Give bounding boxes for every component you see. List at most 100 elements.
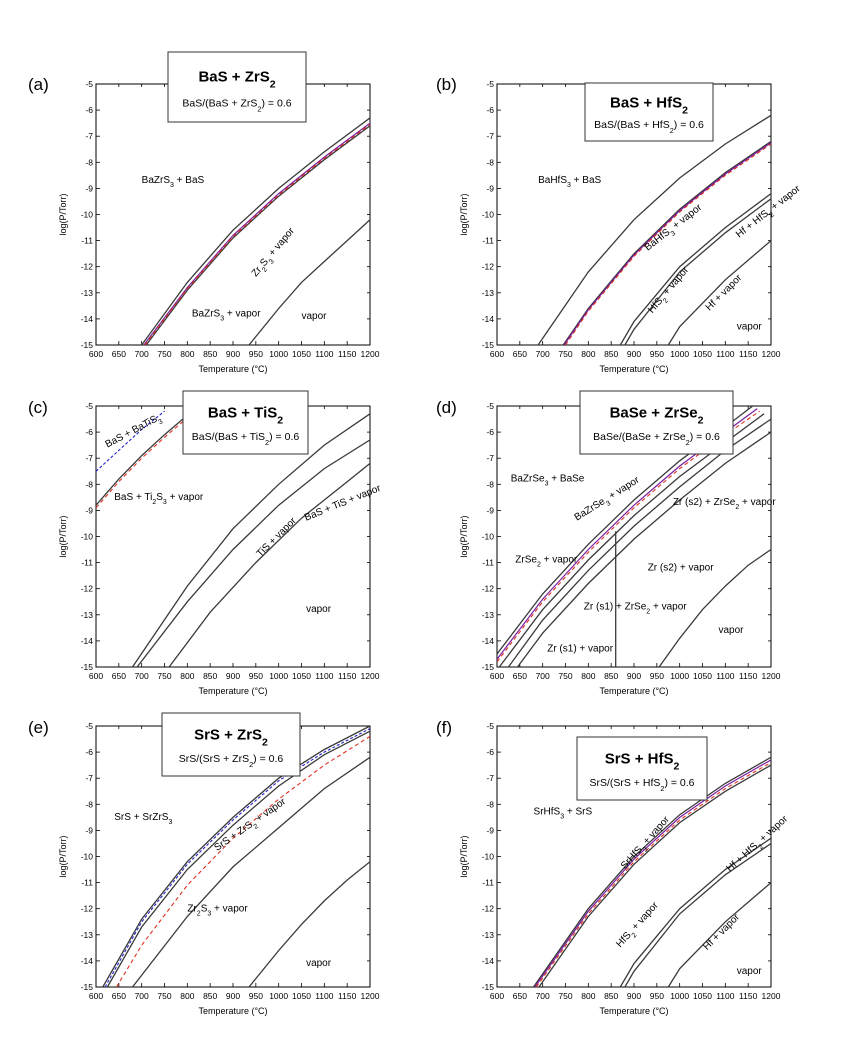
x-tick-label: 800 — [581, 991, 595, 1001]
y-tick-label: -8 — [486, 799, 494, 809]
y-tick-label: -12 — [81, 262, 94, 272]
x-tick-label: 1000 — [670, 991, 689, 1001]
x-tick-label: 1200 — [762, 991, 781, 1001]
x-tick-label: 900 — [627, 349, 641, 359]
x-tick-label: 1150 — [338, 991, 357, 1001]
region-label: Zr (s2) + vapor — [648, 562, 715, 573]
y-tick-label: -11 — [81, 878, 93, 888]
x-tick-label: 1000 — [269, 349, 288, 359]
y-axis-label: log(P/Torr) — [58, 835, 68, 877]
panel-a: (a) -15 -14 -13 -12 -11 -10 -9 -8 -7 -6 -5 600 650 700… — [28, 51, 380, 374]
panel-f: (f) -15 -14 -13 -12 -11 -10 -9 -8 -7 -6 -5 600 650 700… — [436, 718, 791, 1016]
y-tick-label: -5 — [486, 401, 494, 411]
y-tick-label: -8 — [486, 479, 494, 489]
y-tick-label: -14 — [81, 636, 94, 646]
x-tick-label: 800 — [180, 349, 194, 359]
series-line-black — [96, 418, 184, 506]
y-tick-label: -8 — [486, 157, 494, 167]
series-line-black — [168, 462, 370, 667]
region-label: vapor — [306, 604, 332, 615]
chart-title: BaS + TiS2 — [208, 404, 283, 426]
region-label: vapor — [737, 966, 763, 977]
title-box — [167, 51, 307, 123]
region-label: ZrSe2 + vapor — [515, 555, 578, 569]
region-label: vapor — [718, 625, 744, 636]
series-line-black — [532, 756, 771, 987]
y-tick-label: -7 — [85, 773, 93, 783]
y-tick-label: -8 — [85, 157, 93, 167]
region-label: BaS + Ti2S3 + vapor — [114, 492, 204, 506]
region-label: Hf + vapor — [704, 272, 745, 313]
series-group — [537, 114, 771, 345]
panel-label: (a) — [28, 75, 49, 94]
y-tick-label: -12 — [81, 904, 94, 914]
x-tick-label: 650 — [513, 349, 527, 359]
x-axis-label: Temperature (°C) — [198, 364, 267, 374]
series-line-black — [619, 193, 771, 345]
x-tick-label: 1150 — [739, 991, 758, 1001]
chart-title: SrS + ZrS2 — [194, 726, 268, 748]
y-tick-label: -11 — [482, 878, 494, 888]
y-tick-label: -8 — [85, 479, 93, 489]
y-tick-label: -15 — [81, 662, 94, 672]
y-tick-label: -12 — [482, 262, 495, 272]
y-tick-label: -14 — [482, 314, 495, 324]
y-tick-label: -15 — [482, 340, 495, 350]
region-label: vapor — [302, 311, 328, 322]
x-tick-label: 1100 — [315, 671, 334, 681]
y-tick-label: -10 — [482, 852, 495, 862]
series-group — [102, 726, 370, 987]
y-tick-label: -13 — [482, 610, 495, 620]
y-tick-label: -7 — [85, 453, 93, 463]
chart-subtitle: SrS/(SrS + ZrS2) = 0.6 — [179, 753, 284, 769]
y-tick-label: -10 — [81, 532, 94, 542]
x-tick-label: 650 — [112, 349, 126, 359]
x-tick-label: 900 — [226, 349, 240, 359]
y-tick-label: -9 — [486, 183, 494, 193]
title-box — [576, 736, 708, 801]
region-label: Zr (s1) + ZrSe2 + vapor — [584, 602, 688, 616]
chart-subtitle: BaSe/(BaSe + ZrSe2) = 0.6 — [593, 431, 720, 447]
y-axis-label: log(P/Torr) — [459, 515, 469, 557]
x-tick-label: 1150 — [338, 671, 357, 681]
series-line-blue — [104, 728, 370, 987]
series-line-black — [658, 548, 771, 667]
y-tick-label: -10 — [482, 532, 495, 542]
series-line-red — [565, 143, 771, 345]
y-tick-label: -8 — [85, 799, 93, 809]
y-tick-label: -14 — [482, 956, 495, 966]
region-label: BaHfS3 + vapor — [643, 202, 706, 256]
series-group — [532, 756, 771, 987]
x-tick-label: 850 — [604, 991, 618, 1001]
region-label: BaZrSe3 + BaSe — [511, 474, 585, 488]
title-box — [161, 712, 301, 777]
x-tick-label: 1100 — [716, 349, 735, 359]
x-tick-label: 900 — [627, 671, 641, 681]
y-tick-label: -5 — [85, 401, 93, 411]
y-axis-label: log(P/Torr) — [459, 193, 469, 235]
series-line-black — [538, 764, 771, 987]
y-tick-label: -5 — [85, 79, 93, 89]
series-line-black — [136, 439, 370, 667]
y-tick-label: -15 — [81, 340, 94, 350]
x-tick-label: 900 — [226, 991, 240, 1001]
x-tick-label: 900 — [627, 991, 641, 1001]
x-tick-label: 1100 — [315, 349, 334, 359]
series-line-purple — [143, 122, 370, 345]
region-label: BaZrS3 + BaS — [142, 175, 205, 189]
y-tick-label: -6 — [85, 427, 93, 437]
y-tick-label: -10 — [81, 852, 94, 862]
series-line-black — [248, 219, 370, 345]
series-line-black — [131, 413, 370, 667]
y-tick-label: -13 — [81, 610, 94, 620]
y-tick-label: -7 — [486, 131, 494, 141]
y-tick-label: -13 — [81, 288, 94, 298]
x-tick-label: 800 — [581, 349, 595, 359]
series-group — [96, 410, 370, 667]
y-tick-label: -7 — [486, 453, 494, 463]
series-line-red — [96, 421, 184, 509]
x-tick-label: 600 — [89, 991, 103, 1001]
y-tick-label: -6 — [486, 427, 494, 437]
panel-label: (c) — [28, 398, 48, 417]
chart-title: BaSe + ZrSe2 — [610, 404, 704, 426]
